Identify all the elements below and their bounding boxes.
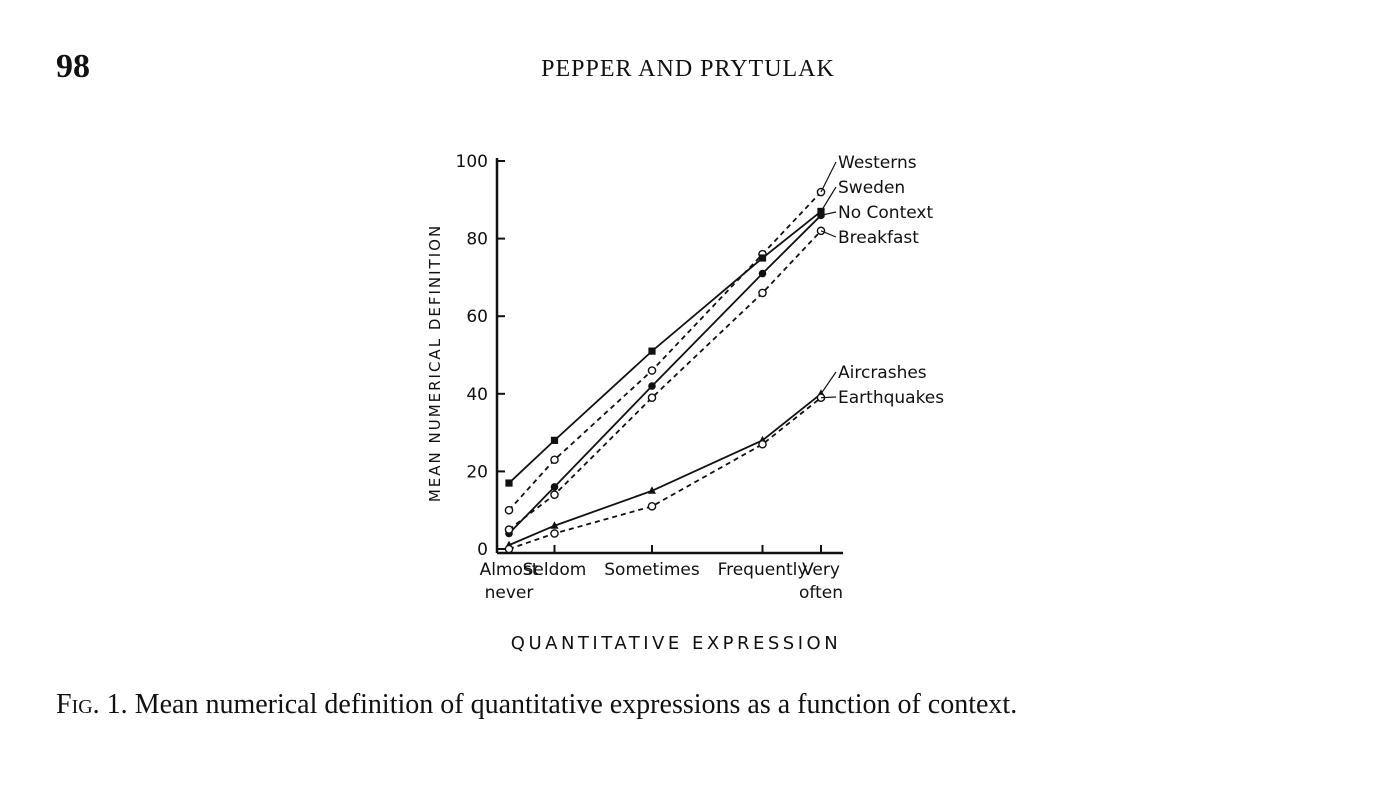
x-tick-label: Frequently bbox=[718, 560, 808, 580]
data-point-westerns bbox=[647, 366, 657, 375]
y-ticks: 0 20 40 60 80 100 bbox=[456, 152, 505, 560]
data-point-no-context bbox=[550, 483, 559, 491]
data-point-breakfast bbox=[647, 393, 657, 402]
data-point-westerns bbox=[550, 455, 559, 465]
data-point-no-context bbox=[648, 382, 656, 390]
figure-label: Fig. 1. bbox=[56, 689, 128, 720]
series-label-westerns: Westerns bbox=[838, 153, 917, 173]
page-number: 98 bbox=[56, 48, 90, 85]
data-point-sweden bbox=[505, 479, 513, 487]
series-label-leader bbox=[820, 396, 837, 399]
y-tick-label: 60 bbox=[466, 307, 488, 327]
y-axis-label: MEAN NUMERICAL DEFINITION bbox=[426, 224, 444, 502]
series-label-leader bbox=[820, 230, 837, 238]
series-label-sweden: Sweden bbox=[838, 178, 905, 198]
figure-caption-text: Mean numerical definition of quantitativ… bbox=[134, 689, 1018, 720]
series-label-leader bbox=[820, 211, 837, 216]
series-label-leader bbox=[820, 161, 837, 193]
series-label-earthquakes: Earthquakes bbox=[838, 388, 944, 408]
data-point-no-context bbox=[758, 269, 767, 278]
series-line-aircrashes bbox=[508, 393, 822, 546]
figure-caption: Fig. 1. Mean numerical definition of qua… bbox=[56, 684, 1306, 725]
series-label-no-context: No Context bbox=[838, 203, 933, 223]
x-tick-label: Very often bbox=[799, 560, 843, 603]
x-tick-label: Almost never bbox=[480, 560, 539, 603]
data-point-breakfast bbox=[504, 525, 514, 534]
series-label-aircrashes: Aircrashes bbox=[838, 363, 927, 383]
data-point-breakfast bbox=[758, 288, 767, 298]
running-head: PEPPER AND PRYTULAK bbox=[541, 56, 835, 82]
data-point-sweden bbox=[550, 436, 559, 444]
data-point-aircrashes bbox=[648, 486, 656, 494]
series-label-breakfast: Breakfast bbox=[838, 228, 919, 248]
y-tick-label: 80 bbox=[466, 230, 488, 250]
data-point-earthquakes bbox=[550, 529, 559, 538]
data-point-westerns bbox=[504, 505, 514, 515]
x-axis-label: QUANTITATIVE EXPRESSION bbox=[511, 633, 841, 654]
data-point-earthquakes bbox=[647, 502, 657, 511]
series-labels: Westerns Sweden No Context Breakfast Aircras… bbox=[820, 153, 944, 408]
data-point-breakfast bbox=[550, 490, 559, 499]
series-label-leader bbox=[820, 371, 837, 395]
x-tick-label: Seldom bbox=[523, 560, 587, 580]
series-label-leader bbox=[820, 186, 837, 212]
data-point-sweden bbox=[648, 347, 656, 355]
y-tick-label: 100 bbox=[456, 152, 488, 172]
y-tick-label: 20 bbox=[466, 462, 488, 482]
x-tick-label: Sometimes bbox=[604, 560, 700, 580]
y-tick-label: 0 bbox=[477, 540, 488, 560]
data-point-sweden bbox=[758, 254, 767, 262]
data-point-aircrashes bbox=[550, 521, 559, 529]
series-markers bbox=[504, 187, 826, 554]
data-point-earthquakes bbox=[758, 439, 767, 449]
series-line-breakfast bbox=[508, 230, 822, 531]
data-point-earthquakes bbox=[504, 544, 514, 554]
series-line-earthquakes bbox=[508, 396, 822, 550]
y-tick-label: 40 bbox=[466, 385, 488, 405]
